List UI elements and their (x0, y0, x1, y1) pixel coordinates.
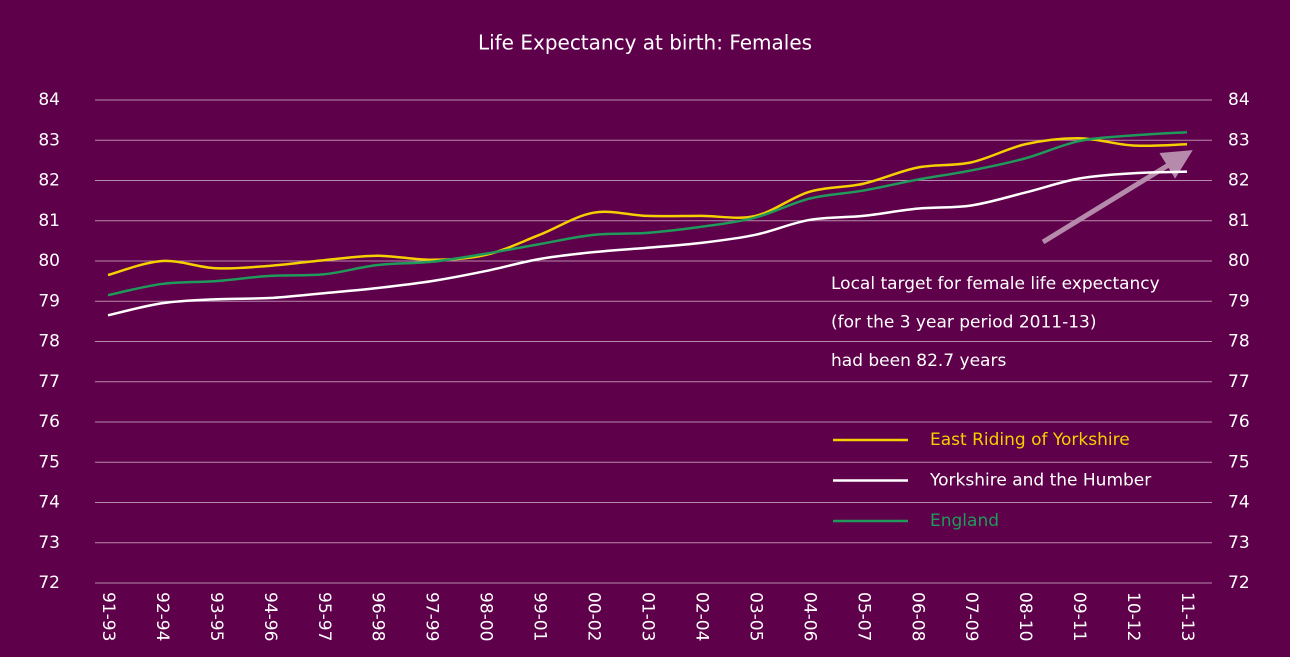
y-tick-label: 78 (38, 332, 60, 352)
series-line (107, 130, 1188, 297)
x-tick-label: 92-94 (152, 592, 172, 641)
x-tick-label: 95-97 (314, 592, 334, 641)
x-tick-label: 01-03 (638, 592, 658, 641)
y-tick-label: 81 (38, 211, 60, 231)
x-tick-label: 09-11 (1069, 592, 1089, 641)
y-tick-label: 74 (38, 493, 60, 513)
y-tick-label: 75 (38, 452, 60, 472)
x-tick-label: 00-02 (584, 592, 604, 641)
x-tick-label: 97-99 (422, 592, 442, 641)
x-tick-label: 11-13 (1177, 592, 1197, 641)
y2-tick-label: 80 (1228, 251, 1250, 271)
y2-tick-label: 83 (1228, 130, 1250, 150)
y2-tick-label: 81 (1228, 211, 1250, 231)
y-tick-label: 79 (38, 291, 60, 311)
series-line (107, 170, 1188, 317)
y2-tick-label: 75 (1228, 452, 1250, 472)
y2-tick-label: 73 (1228, 533, 1250, 553)
annotation: had been 82.7 years (831, 351, 1006, 371)
x-tick-label: 98-00 (476, 592, 496, 641)
annotation: Local target for female life expectancy (831, 274, 1160, 294)
x-tick-label: 91-93 (98, 592, 118, 641)
y2-tick-label: 78 (1228, 332, 1250, 352)
x-tick-label: 04-06 (799, 592, 819, 641)
y2-tick-label: 77 (1228, 372, 1250, 392)
y2-tick-label: 72 (1228, 573, 1250, 593)
y2-tick-label: 76 (1228, 412, 1250, 432)
y-tick-label: 77 (38, 372, 60, 392)
x-tick-label: 99-01 (530, 592, 550, 641)
x-tick-label: 03-05 (745, 592, 765, 641)
y-tick-label: 82 (38, 171, 60, 191)
x-tick-label: 93-95 (206, 592, 226, 641)
x-tick-label: 06-08 (907, 592, 927, 641)
x-tick-label: 08-10 (1015, 592, 1035, 641)
series-line (107, 136, 1188, 277)
y-tick-label: 73 (38, 533, 60, 553)
x-tick-label: 07-09 (961, 592, 981, 641)
x-tick-label: 10-12 (1123, 592, 1143, 641)
x-tick-label: 02-04 (691, 592, 711, 641)
y2-tick-label: 79 (1228, 291, 1250, 311)
legend-label: East Riding of Yorkshire (930, 430, 1130, 450)
y-tick-label: 76 (38, 412, 60, 432)
x-tick-label: 94-96 (260, 592, 280, 641)
legend-label: England (930, 511, 999, 531)
annotation: (for the 3 year period 2011-13) (831, 313, 1096, 333)
chart-title: Life Expectancy at birth: Females (478, 31, 812, 55)
y-tick-label: 84 (38, 90, 60, 110)
y2-tick-label: 82 (1228, 171, 1250, 191)
y-tick-label: 80 (38, 251, 60, 271)
y-tick-label: 72 (38, 573, 60, 593)
x-tick-label: 05-07 (853, 592, 873, 641)
legend-label: Yorkshire and the Humber (929, 471, 1151, 491)
y2-tick-label: 84 (1228, 90, 1250, 110)
y-tick-label: 83 (38, 130, 60, 150)
y2-tick-label: 74 (1228, 493, 1250, 513)
x-tick-label: 96-98 (368, 592, 388, 641)
